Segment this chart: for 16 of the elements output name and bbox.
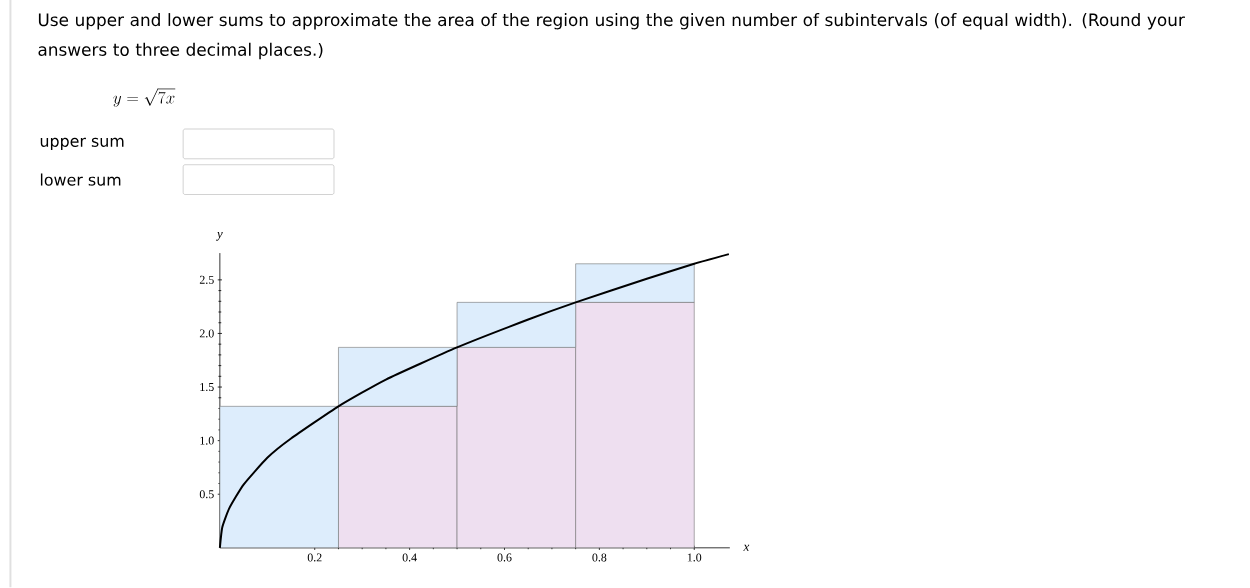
x-tick-label: 0.2 bbox=[307, 553, 322, 562]
y-tick-label: 2.0 bbox=[199, 329, 214, 338]
text: upper sum bbox=[40, 138, 124, 151]
y-tick-label: 2.5 bbox=[199, 276, 214, 285]
x-tick-label: 0.8 bbox=[592, 553, 607, 562]
x-tick-label: 1.0 bbox=[687, 553, 702, 562]
y-tick-label: 1.5 bbox=[200, 383, 214, 392]
y-axis-title: y bbox=[215, 232, 223, 241]
chart-title: Use upper and lower sums to approximate the area of the region using the given number of subintervals (of equal width). (Round your answers to three decimal places.) bbox=[38, 13, 1185, 60]
y-tick-label: 0.5 bbox=[199, 490, 214, 499]
x-axis-title: x bbox=[743, 545, 750, 552]
text: lower sum bbox=[40, 173, 121, 186]
y-tick-label: 1.0 bbox=[200, 436, 214, 445]
x-tick-label: 0.6 bbox=[497, 553, 512, 562]
x-tick-label: 0.4 bbox=[402, 553, 417, 562]
chart-subtitle: $y = \sqrt{7x}$ bbox=[113, 88, 176, 108]
